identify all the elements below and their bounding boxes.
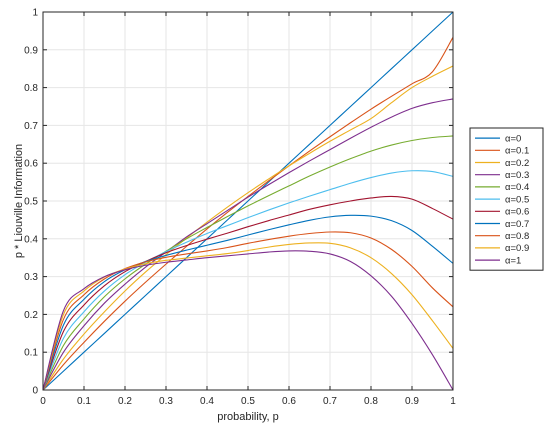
y-axis-label: p * Liouville Information (13, 144, 25, 258)
x-tick-label: 1 (450, 396, 456, 407)
legend-label: α=0.9 (505, 243, 529, 254)
x-tick-label: 0 (40, 396, 46, 407)
y-tick-label: 0.2 (24, 310, 38, 321)
y-tick-label: 0.4 (24, 234, 38, 245)
y-tick-label: 1 (32, 8, 38, 19)
legend-label: α=0.1 (505, 146, 529, 157)
series-line (42, 195, 454, 391)
series-line (42, 214, 454, 391)
legend-label: α=0.8 (505, 231, 529, 242)
y-tick-label: 0.3 (24, 272, 38, 283)
series-lines (42, 11, 454, 391)
legend: α=0α=0.1α=0.2α=0.3α=0.4α=0.5α=0.6α=0.7α=… (469, 127, 544, 271)
series-line (42, 98, 454, 391)
x-tick-label: 0.8 (364, 396, 378, 407)
y-tick-label: 0 (32, 386, 38, 397)
y-tick-label: 0.5 (24, 197, 38, 208)
legend-label: α=0.4 (505, 182, 529, 193)
x-axis-label: probability, p (217, 411, 279, 423)
legend-label: α=0.3 (505, 170, 529, 181)
y-tick-label: 0.9 (24, 45, 38, 56)
series-line (42, 135, 454, 391)
legend-label: α=0 (505, 133, 521, 144)
legend-label: α=0.2 (505, 158, 529, 169)
y-tick-label: 0.6 (24, 159, 38, 170)
series-line (42, 250, 454, 391)
x-tick-label: 0.6 (282, 396, 296, 407)
legend-label: α=1 (505, 255, 521, 266)
x-tick-label: 0.2 (118, 396, 132, 407)
legend-label: α=0.7 (505, 219, 529, 230)
x-tick-label: 0.9 (405, 396, 419, 407)
y-tick-label: 0.8 (24, 83, 38, 94)
series-line (42, 231, 454, 391)
x-tick-label: 0.1 (77, 396, 91, 407)
y-tick-label: 0.1 (24, 348, 38, 359)
series-line (42, 65, 454, 391)
series-line (42, 37, 454, 391)
x-tick-label: 0.7 (323, 396, 337, 407)
axis-ticks: 0 0.1 0.2 0.3 0.4 0.5 0.6 0.7 0.8 0.9 1 0 0.1 0.2 0.3 0… (24, 8, 456, 408)
legend-label: α=0.5 (505, 194, 529, 205)
legend-label: α=0.6 (505, 207, 529, 218)
x-tick-label: 0.3 (159, 396, 173, 407)
x-tick-label: 0.5 (241, 396, 255, 407)
y-tick-label: 0.7 (24, 121, 38, 132)
series-line (42, 170, 454, 391)
x-tick-label: 0.4 (200, 396, 214, 407)
series-line (42, 11, 454, 391)
